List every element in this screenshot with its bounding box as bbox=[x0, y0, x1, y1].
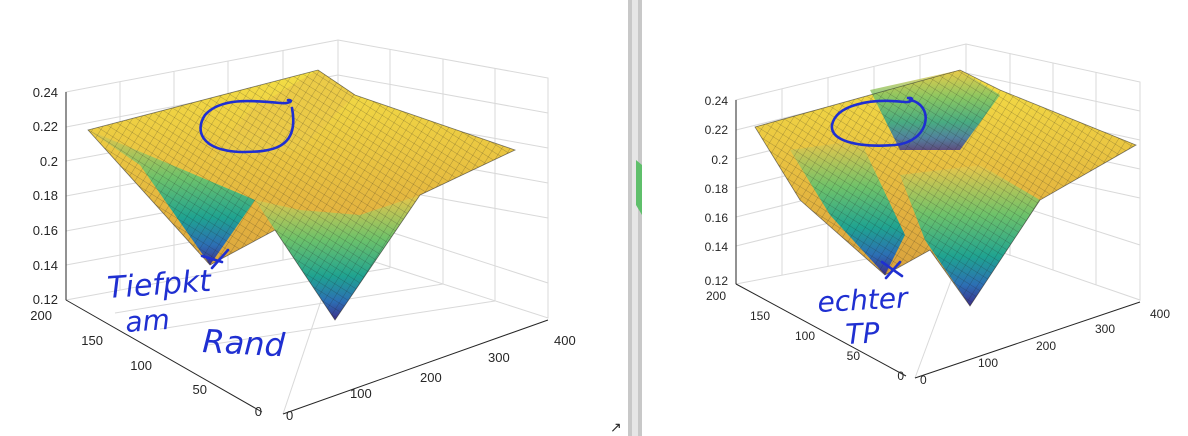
z-tick: 0.22 bbox=[33, 119, 58, 134]
right-handwritten-annotation: echter TP bbox=[817, 96, 927, 351]
left-x-ticks: 0 100 200 300 400 bbox=[286, 333, 576, 423]
x-tick: 300 bbox=[488, 350, 510, 365]
left-handwritten-annotation: Tiefpkt am Rand bbox=[106, 98, 295, 364]
z-tick: 0.14 bbox=[33, 258, 58, 273]
circle-scribble bbox=[830, 96, 927, 147]
handwritten-text: TP bbox=[845, 316, 881, 351]
x-mark bbox=[200, 248, 230, 270]
z-tick: 0.12 bbox=[33, 292, 58, 307]
y-tick: 0 bbox=[897, 369, 904, 383]
y-tick: 50 bbox=[847, 349, 861, 363]
handwritten-text: Rand bbox=[202, 322, 287, 364]
right-axes bbox=[735, 100, 1141, 379]
z-tick: 0.16 bbox=[33, 223, 58, 238]
left-z-ticks: 0.24 0.22 0.2 0.18 0.16 0.14 0.12 bbox=[33, 85, 58, 307]
z-tick: 0.2 bbox=[711, 153, 728, 167]
x-tick: 200 bbox=[1036, 339, 1056, 353]
resize-arrow-icon[interactable]: ↗ bbox=[610, 419, 622, 435]
y-tick: 50 bbox=[193, 382, 207, 397]
z-tick: 0.2 bbox=[40, 154, 58, 169]
y-tick: 0 bbox=[255, 404, 262, 419]
right-surface bbox=[754, 69, 1137, 307]
z-tick: 0.12 bbox=[705, 274, 729, 288]
x-tick: 100 bbox=[350, 386, 372, 401]
y-tick: 100 bbox=[130, 358, 152, 373]
right-surface-plot: 0.24 0.22 0.2 0.18 0.16 0.14 0.12 200 15… bbox=[705, 43, 1170, 387]
y-tick: 150 bbox=[750, 309, 770, 323]
x-tick: 0 bbox=[920, 373, 927, 387]
z-tick: 0.16 bbox=[705, 211, 729, 225]
left-y-ticks: 200 150 100 50 0 bbox=[30, 308, 262, 419]
handwritten-text: am bbox=[124, 303, 171, 339]
y-tick: 200 bbox=[30, 308, 52, 323]
right-x-ticks: 0 100 200 300 400 bbox=[920, 307, 1170, 387]
x-tick: 400 bbox=[1150, 307, 1170, 321]
left-surface-plot: 0.24 0.22 0.2 0.18 0.16 0.14 0.12 200 15… bbox=[30, 39, 576, 423]
y-tick: 100 bbox=[795, 329, 815, 343]
x-mark bbox=[880, 260, 904, 280]
right-y-ticks: 200 150 100 50 0 bbox=[706, 289, 904, 383]
handwritten-text: Tiefpkt bbox=[106, 264, 213, 306]
right-z-ticks: 0.24 0.22 0.2 0.18 0.16 0.14 0.12 bbox=[705, 94, 729, 288]
left-axes bbox=[65, 92, 549, 415]
handwritten-text: echter bbox=[817, 281, 910, 319]
x-tick: 100 bbox=[978, 356, 998, 370]
circle-scribble bbox=[199, 98, 295, 154]
z-tick: 0.24 bbox=[705, 94, 729, 108]
z-tick: 0.22 bbox=[705, 123, 729, 137]
x-tick: 400 bbox=[554, 333, 576, 348]
x-tick: 200 bbox=[420, 370, 442, 385]
pane-divider[interactable] bbox=[628, 0, 642, 436]
x-tick: 0 bbox=[286, 408, 293, 423]
y-tick: 200 bbox=[706, 289, 726, 303]
z-tick: 0.18 bbox=[705, 182, 729, 196]
z-tick: 0.24 bbox=[33, 85, 58, 100]
z-tick: 0.14 bbox=[705, 240, 729, 254]
z-tick: 0.18 bbox=[33, 188, 58, 203]
left-surface bbox=[87, 69, 517, 321]
y-tick: 150 bbox=[81, 333, 103, 348]
x-tick: 300 bbox=[1095, 322, 1115, 336]
